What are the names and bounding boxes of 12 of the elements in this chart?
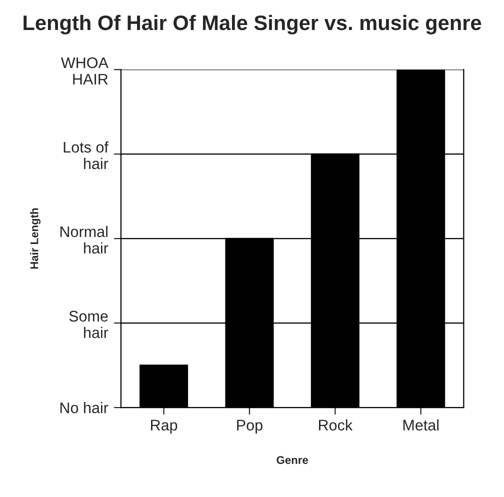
x-tick-label: Metal <box>403 419 438 431</box>
text: Some hair <box>69 310 108 338</box>
x-tick-label: Rock <box>319 419 353 431</box>
chart-title: Length Of Hair Of Male Singer vs. music genre <box>24 14 482 34</box>
x-tick-label: Rap <box>151 420 178 434</box>
text: WHOA HAIR <box>61 57 108 84</box>
x-axis-title: Genre <box>276 456 308 464</box>
x-tick-label: Pop <box>237 420 262 434</box>
text: Lots of hair <box>64 141 108 170</box>
text: Hair Length <box>30 208 40 269</box>
text: No hair <box>60 402 108 414</box>
text: Normal hair <box>60 226 108 254</box>
